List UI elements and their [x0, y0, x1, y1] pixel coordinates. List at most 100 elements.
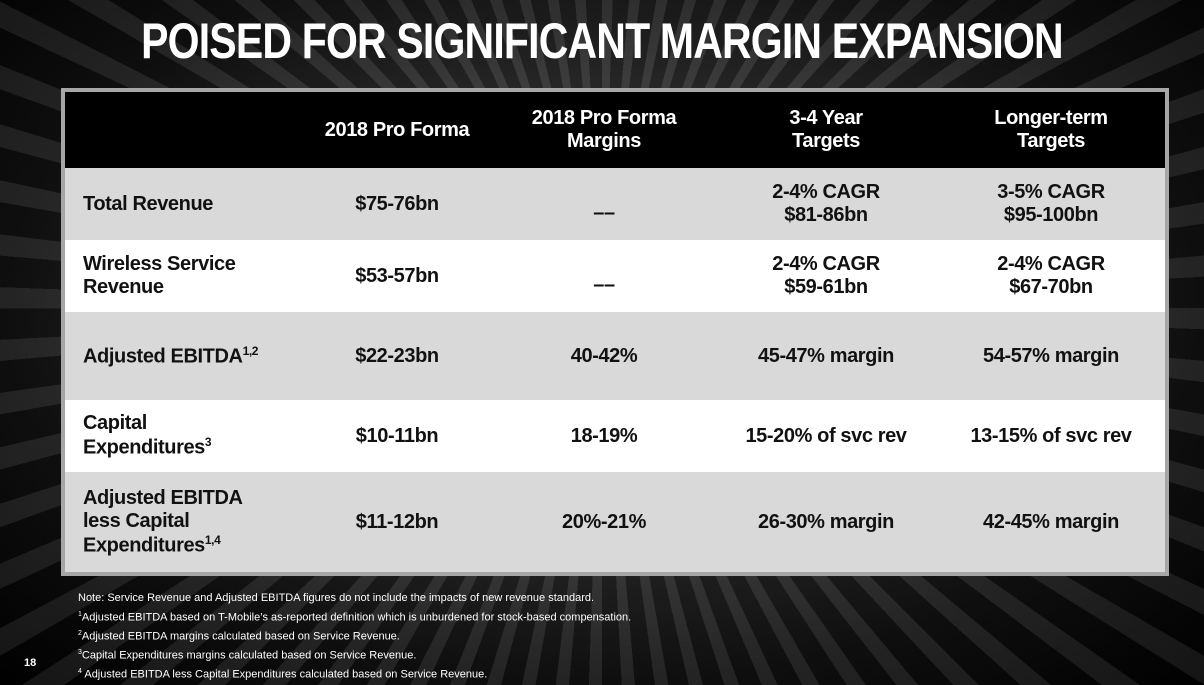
row-label-line: Expenditures1,4	[83, 533, 301, 558]
row-label-text: Total Revenue	[83, 192, 214, 215]
cell-text: 15-20% of svc rev	[745, 424, 907, 447]
footnote-ref: 1,2	[242, 343, 259, 358]
footnote-text: Capital Expenditures margins calculated …	[81, 649, 417, 662]
footnote-number: 4	[78, 667, 82, 675]
row-label-text: Wireless Service	[83, 253, 236, 275]
table-cell: 2-4% CAGR $59-61bn	[715, 240, 937, 312]
page-number: 18	[24, 657, 37, 669]
row-label-text: Adjusted EBITDA	[83, 486, 243, 509]
table-row: Adjusted EBITDA less Capital Expenditures1…	[65, 472, 1165, 572]
row-label-line: less Capital	[83, 510, 301, 533]
row-label-line: Total Revenue	[83, 193, 301, 216]
header-text: 2018 Pro Forma	[531, 107, 677, 129]
cell-text: 45-47% margin	[758, 344, 894, 367]
row-label-line: Expenditures3	[83, 435, 301, 460]
header-text: Targets	[1017, 130, 1085, 152]
row-label-line: Adjusted EBITDA1,2	[83, 344, 301, 369]
table-row: Capital Expenditures3 $10-11bn 18-19% 15-20%…	[65, 400, 1165, 472]
row-label-text: Expenditures	[83, 534, 205, 557]
footnote-number: 3	[78, 648, 82, 656]
cell-text: 42-45% margin	[983, 510, 1119, 533]
row-label: Adjusted EBITDA less Capital Expenditures1…	[65, 472, 301, 572]
table-cell: $75-76bn	[301, 168, 493, 240]
cell-text: 2-4% CAGR	[772, 181, 880, 203]
footnote: 3Capital Expenditures margins calculated…	[78, 645, 631, 664]
cell-text: $22-23bn	[355, 344, 439, 367]
cell-text: 26-30% margin	[758, 510, 894, 533]
cell-text: 18-19%	[570, 424, 638, 447]
table-cell: ––	[493, 168, 715, 240]
table: 2018 Pro Forma 2018 Pro Forma Margins 3-4 Y…	[65, 92, 1165, 572]
row-label: Adjusted EBITDA1,2	[65, 312, 301, 400]
row-label-text: less Capital	[83, 509, 190, 532]
row-label: Capital Expenditures3	[65, 400, 301, 472]
footnote-ref: 1,4	[204, 532, 221, 547]
cell-text: $10-11bn	[355, 424, 439, 447]
slide-title: POISED FOR SIGNIFICANT MARGIN EXPANSION	[141, 13, 1064, 69]
table-cell: 15-20% of svc rev	[715, 400, 937, 472]
cell-text: $11-12bn	[355, 510, 439, 533]
cell-text: $75-76bn	[355, 192, 439, 215]
header-cell: Longer-term Targets	[937, 92, 1165, 168]
cell-text: 13-15% of svc rev	[970, 424, 1132, 447]
table-body: Total Revenue $75-76bn –– 2-4% CAGR $81-86bn…	[65, 168, 1165, 572]
footnote-ref: 3	[204, 435, 212, 450]
row-label-line: Revenue	[83, 276, 301, 299]
table-cell: $22-23bn	[301, 312, 493, 400]
header-cell: 3-4 Year Targets	[715, 92, 937, 168]
header-text: 2018 Pro Forma	[324, 118, 470, 141]
cell-text: $59-61bn	[784, 276, 868, 298]
row-label-text: Expenditures	[83, 436, 205, 459]
cell-text: 40-42%	[570, 344, 638, 367]
cell-text: ––	[593, 273, 615, 296]
table-cell: 54-57% margin	[937, 312, 1165, 400]
table-cell: 3-5% CAGR $95-100bn	[937, 168, 1165, 240]
table-cell: 42-45% margin	[937, 472, 1165, 572]
header-text: 3-4 Year	[789, 107, 863, 129]
table-row: Total Revenue $75-76bn –– 2-4% CAGR $81-86bn…	[65, 168, 1165, 240]
table-cell: 20%-21%	[493, 472, 715, 572]
footnote: 1Adjusted EBITDA based on T-Mobile’s as-…	[78, 607, 631, 626]
row-label-line: Capital	[83, 412, 301, 435]
footnote-number: 1	[78, 610, 82, 618]
footnotes: Note: Service Revenue and Adjusted EBITD…	[78, 591, 631, 683]
row-label-text: Capital	[83, 412, 147, 435]
table-frame: 2018 Pro Forma 2018 Pro Forma Margins 3-4 Y…	[61, 88, 1169, 576]
footnote: 2Adjusted EBITDA margins calculated base…	[78, 626, 631, 645]
cell-text: $53-57bn	[355, 264, 439, 287]
cell-text: 2-4% CAGR	[772, 253, 880, 275]
cell-text: ––	[593, 201, 615, 224]
table-cell: ––	[493, 240, 715, 312]
table-cell: 13-15% of svc rev	[937, 400, 1165, 472]
footnote-text: Adjusted EBITDA less Capital Expenditure…	[81, 668, 488, 681]
table-cell: 2-4% CAGR $81-86bn	[715, 168, 937, 240]
cell-text: 20%-21%	[562, 510, 646, 533]
cell-text: 2-4% CAGR	[997, 253, 1105, 275]
table-cell: 26-30% margin	[715, 472, 937, 572]
footnote-text: Adjusted EBITDA based on T-Mobile’s as-r…	[81, 611, 632, 624]
table-cell: $10-11bn	[301, 400, 493, 472]
table-cell: 18-19%	[493, 400, 715, 472]
cell-text: $81-86bn	[784, 204, 868, 226]
table-cell: $53-57bn	[301, 240, 493, 312]
row-label: Wireless Service Revenue	[65, 240, 301, 312]
row-label-text: Revenue	[83, 276, 164, 298]
table-cell: 45-47% margin	[715, 312, 937, 400]
footnote-number: 2	[78, 629, 82, 637]
footnote: 4 Adjusted EBITDA less Capital Expenditu…	[78, 664, 631, 683]
row-label: Total Revenue	[65, 168, 301, 240]
header-row: 2018 Pro Forma 2018 Pro Forma Margins 3-4 Y…	[65, 92, 1165, 168]
row-label-line: Wireless Service	[83, 253, 301, 276]
table-row: Adjusted EBITDA1,2 $22-23bn 40-42% 45-47% m…	[65, 312, 1165, 400]
row-label-line: Adjusted EBITDA	[83, 487, 301, 510]
header-text: Targets	[792, 130, 860, 152]
header-cell	[65, 92, 301, 168]
row-label-text: Adjusted EBITDA	[83, 345, 243, 368]
table-cell: 40-42%	[493, 312, 715, 400]
table-cell: 2-4% CAGR $67-70bn	[937, 240, 1165, 312]
header-text: Longer-term	[994, 107, 1108, 129]
footnote-text: Adjusted EBITDA margins calculated based…	[81, 630, 400, 643]
header-cell: 2018 Pro Forma	[301, 92, 493, 168]
cell-text: 54-57% margin	[983, 344, 1119, 367]
